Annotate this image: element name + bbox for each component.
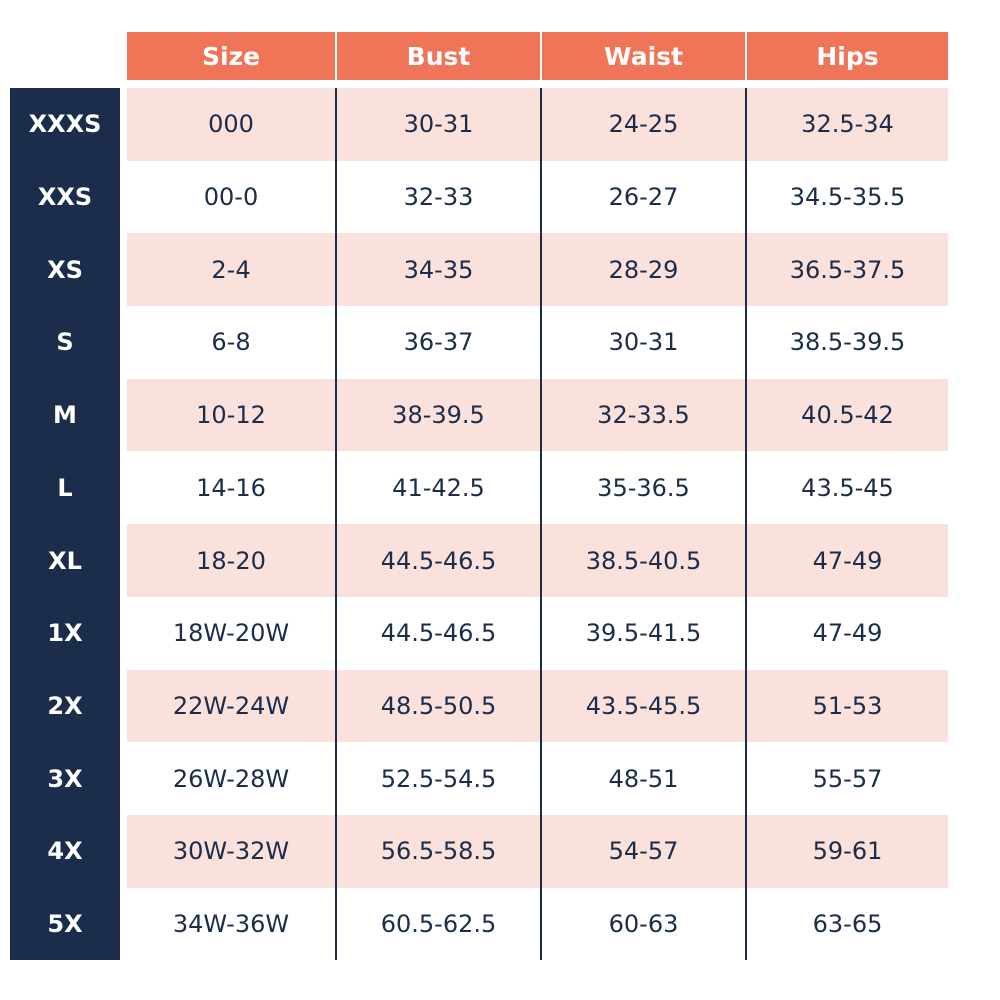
table-cell: 60.5-62.5 — [380, 910, 497, 939]
table-cell: 000 — [208, 110, 254, 139]
table-cell: 38.5-40.5 — [585, 546, 702, 575]
table-cell: 32-33.5 — [597, 401, 690, 430]
row-label: XL — [48, 546, 82, 575]
table-cell: 30-31 — [403, 110, 474, 139]
table-cell: 34-35 — [403, 255, 474, 284]
table-cell: 38-39.5 — [392, 401, 485, 430]
table-cell: 44.5-46.5 — [380, 546, 497, 575]
column-header: Size — [127, 32, 335, 80]
column-divider — [540, 88, 542, 961]
table-cell: 60-63 — [608, 910, 679, 939]
table-cell: 32.5-34 — [801, 110, 894, 139]
row-label: XS — [47, 255, 83, 284]
column-header: Bust — [337, 32, 540, 80]
table-cell: 48-51 — [608, 764, 679, 793]
table-cell: 00-0 — [203, 183, 259, 212]
table-cell: 43.5-45 — [801, 473, 894, 502]
table-cell: 56.5-58.5 — [380, 837, 497, 866]
row-label: 3X — [47, 764, 83, 793]
table-cell: 39.5-41.5 — [585, 619, 702, 648]
table-cell: 47-49 — [812, 546, 883, 575]
table-cell: 34.5-35.5 — [789, 183, 906, 212]
row-label: XXS — [37, 183, 93, 212]
table-cell: 10-12 — [196, 401, 266, 430]
table-cell: 24-25 — [608, 110, 679, 139]
row-band — [127, 669, 948, 743]
column-divider — [745, 88, 747, 961]
row-band — [127, 378, 948, 452]
table-cell: 18W-20W — [172, 619, 290, 648]
row-label: XXXS — [28, 110, 102, 139]
row-label: 1X — [47, 619, 83, 648]
row-label: S — [56, 328, 74, 357]
table-cell: 36-37 — [403, 328, 474, 357]
table-cell: 32-33 — [403, 183, 474, 212]
table-cell: 26-27 — [608, 183, 679, 212]
row-label: 5X — [47, 910, 83, 939]
table-cell: 30W-32W — [172, 837, 290, 866]
table-cell: 48.5-50.5 — [380, 691, 497, 720]
column-divider — [335, 88, 337, 961]
table-cell: 43.5-45.5 — [585, 691, 702, 720]
column-header: Hips — [747, 32, 948, 80]
table-cell: 36.5-37.5 — [789, 255, 906, 284]
table-cell: 55-57 — [812, 764, 883, 793]
table-cell: 38.5-39.5 — [789, 328, 906, 357]
table-cell: 52.5-54.5 — [380, 764, 497, 793]
table-cell: 44.5-46.5 — [380, 619, 497, 648]
row-band — [127, 524, 948, 597]
row-band — [127, 88, 948, 161]
table-cell: 51-53 — [812, 691, 883, 720]
table-cell: 2-4 — [211, 255, 251, 284]
row-label: M — [53, 401, 77, 430]
table-cell: 35-36.5 — [597, 473, 690, 502]
row-label: 2X — [47, 691, 83, 720]
table-cell: 6-8 — [211, 328, 251, 357]
table-cell: 28-29 — [608, 255, 679, 284]
row-label: L — [57, 473, 73, 502]
row-label: 4X — [47, 837, 83, 866]
table-cell: 54-57 — [608, 837, 679, 866]
table-cell: 59-61 — [812, 837, 883, 866]
table-cell: 18-20 — [196, 546, 266, 575]
column-header: Waist — [542, 32, 745, 80]
table-cell: 47-49 — [812, 619, 883, 648]
table-cell: 41-42.5 — [392, 473, 485, 502]
row-label-column — [10, 88, 120, 961]
table-cell: 34W-36W — [172, 910, 290, 939]
table-cell: 26W-28W — [172, 764, 290, 793]
table-cell: 63-65 — [812, 910, 883, 939]
table-cell: 30-31 — [608, 328, 679, 357]
table-cell: 22W-24W — [172, 691, 290, 720]
table-cell: 14-16 — [196, 473, 266, 502]
table-cell: 40.5-42 — [801, 401, 894, 430]
row-band — [127, 233, 948, 307]
row-band — [127, 815, 948, 888]
